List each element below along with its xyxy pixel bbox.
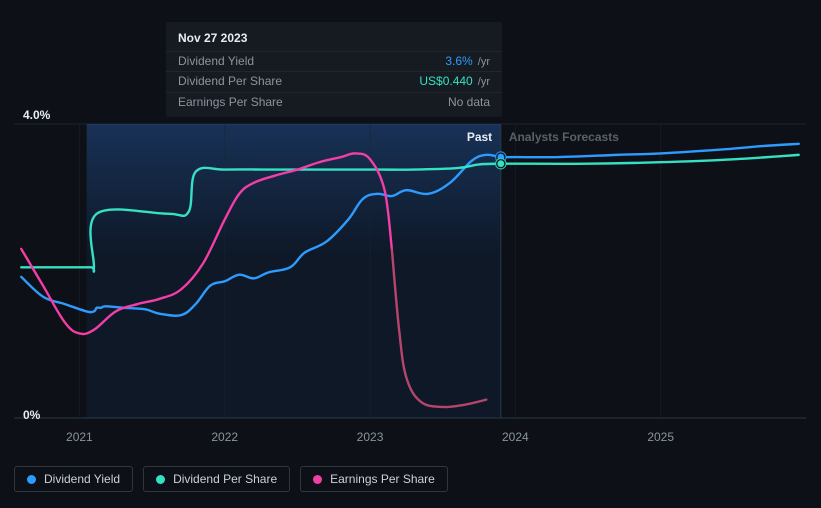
past-label: Past xyxy=(467,130,492,144)
x-axis-year: 2024 xyxy=(502,430,529,444)
legend: Dividend Yield Dividend Per Share Earnings… xyxy=(14,466,448,492)
x-axis-year: 2022 xyxy=(211,430,238,444)
forecasts-label: Analysts Forecasts xyxy=(509,130,619,144)
x-axis-year: 2025 xyxy=(647,430,674,444)
tooltip-row-label: Earnings Per Share xyxy=(178,94,283,111)
tooltip-row-label: Dividend Per Share xyxy=(178,73,282,90)
hover-tooltip: Nov 27 2023 Dividend Yield3.6% /yrDivide… xyxy=(166,22,502,117)
x-axis-year: 2021 xyxy=(66,430,93,444)
tooltip-row-value: 3.6% /yr xyxy=(445,53,490,70)
legend-item-earnings-per-share[interactable]: Earnings Per Share xyxy=(300,466,448,492)
tooltip-row-value: No data xyxy=(448,94,490,111)
legend-item-dividend-yield[interactable]: Dividend Yield xyxy=(14,466,133,492)
legend-item-label: Dividend Yield xyxy=(44,472,120,486)
legend-dot-icon xyxy=(27,475,36,484)
tooltip-row: Dividend Per Share US$0.440 /yr xyxy=(166,71,502,91)
x-axis-year: 2023 xyxy=(357,430,384,444)
tooltip-date: Nov 27 2023 xyxy=(166,28,502,51)
legend-dot-icon xyxy=(313,475,322,484)
tooltip-row: Dividend Yield 3.6% /yr xyxy=(166,51,502,71)
y-axis-label-top: 4.0% xyxy=(23,108,50,122)
y-axis-label-bottom: 0% xyxy=(23,408,40,422)
legend-dot-icon xyxy=(156,475,165,484)
dividend-chart: 4.0% 0% Past Analysts Forecasts 2021 2022… xyxy=(0,0,821,508)
legend-item-label: Earnings Per Share xyxy=(330,472,435,486)
tooltip-row-value: US$0.440 /yr xyxy=(419,73,490,90)
legend-item-dividend-per-share[interactable]: Dividend Per Share xyxy=(143,466,290,492)
legend-item-label: Dividend Per Share xyxy=(173,472,277,486)
tooltip-row: Earnings Per Share No data xyxy=(166,92,502,112)
tooltip-row-label: Dividend Yield xyxy=(178,53,254,70)
